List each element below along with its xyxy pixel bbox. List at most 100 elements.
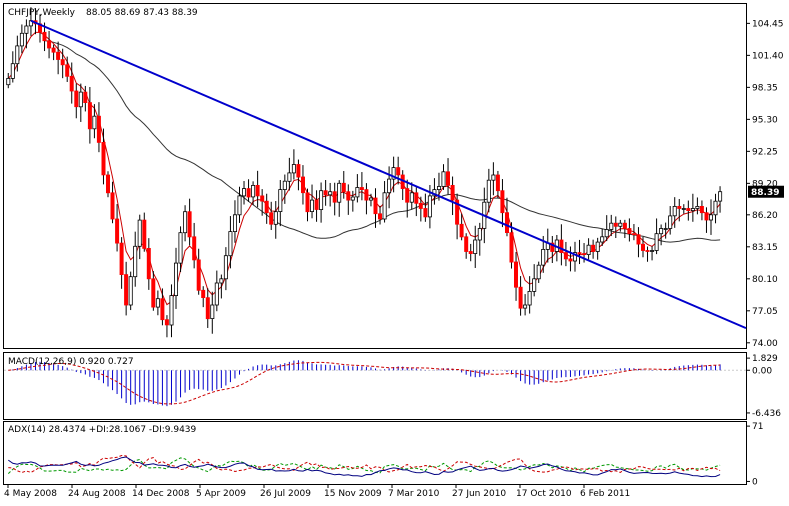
candle: [273, 201, 278, 239]
candle: [355, 174, 360, 203]
candle-body-up: [586, 244, 591, 255]
candle-body-up: [237, 195, 242, 216]
candle: [663, 222, 668, 239]
price-tick-label: 74.00: [752, 339, 778, 349]
candle-body-up: [6, 78, 11, 86]
candle: [391, 156, 396, 193]
adx-tick-label: 0: [752, 477, 758, 487]
candle: [142, 212, 147, 252]
candle: [164, 315, 169, 338]
candle: [445, 158, 450, 195]
price-tick-label: 95.30: [752, 115, 778, 125]
candle: [536, 261, 541, 283]
candle-body-up: [291, 164, 296, 174]
candle: [255, 170, 260, 208]
candle-body-up: [19, 32, 24, 47]
candle-body-down: [627, 228, 632, 235]
candle: [563, 241, 568, 267]
candle-body-down: [582, 253, 587, 256]
candle: [260, 189, 265, 216]
candle-body-up: [523, 304, 528, 309]
candle: [323, 180, 328, 206]
candle-body-up: [251, 184, 256, 198]
candle-body-down: [414, 192, 419, 204]
candle-body-down: [187, 211, 192, 238]
candle: [278, 180, 283, 227]
candle-body-down: [704, 212, 709, 221]
candle-body-up: [223, 255, 228, 280]
adx-line: [8, 456, 721, 478]
candle: [477, 222, 482, 256]
candle: [713, 193, 718, 224]
candle: [672, 197, 677, 228]
candle: [47, 30, 52, 59]
candle: [350, 190, 355, 212]
candle: [251, 181, 256, 205]
candle: [618, 219, 623, 232]
candle-body-up: [573, 252, 578, 262]
candle-body-up: [15, 45, 20, 65]
candle: [169, 284, 174, 338]
candle: [56, 41, 61, 75]
candle: [473, 225, 478, 268]
candle: [459, 213, 464, 241]
ohlc-readout: 88.05 88.69 87.43 88.39: [86, 8, 198, 18]
candle: [6, 72, 11, 89]
candle: [699, 200, 704, 221]
candle-body-down: [201, 289, 206, 298]
candle: [695, 197, 700, 215]
candle-body-up: [368, 197, 373, 201]
candle: [527, 276, 532, 314]
candle: [219, 274, 224, 299]
candle: [223, 247, 228, 291]
candle: [309, 184, 314, 219]
candle: [573, 241, 578, 272]
candle-body-down: [205, 297, 210, 320]
candle-body-down: [192, 236, 197, 261]
candle-body-down: [563, 252, 568, 260]
candle: [228, 216, 233, 269]
candle: [10, 51, 15, 83]
candle-body-up: [604, 229, 609, 238]
candle: [210, 291, 215, 334]
candle: [500, 179, 505, 228]
price-tick-label: 77.05: [752, 307, 778, 317]
candle-body-up: [78, 91, 83, 108]
candle: [604, 215, 609, 242]
time-tick-label: 27 Jun 2010: [452, 489, 506, 499]
candle-body-up: [137, 219, 142, 247]
candle: [183, 205, 188, 242]
trendline: [30, 19, 747, 330]
candle: [464, 233, 469, 259]
time-tick-label: 5 Apr 2009: [196, 489, 246, 499]
candle: [373, 188, 378, 228]
macd-tick-label: 1.829: [752, 354, 778, 364]
candle: [486, 168, 491, 213]
candle: [709, 199, 714, 235]
candle: [282, 174, 287, 204]
candle-body-down: [101, 141, 106, 176]
candle-body-up: [650, 250, 655, 252]
candle: [455, 193, 460, 240]
minus-di-line: [8, 454, 721, 474]
candle-body-down: [260, 195, 265, 202]
candle: [119, 237, 124, 289]
time-tick-label: 15 Nov 2009: [324, 489, 382, 499]
candle-body-up: [282, 180, 287, 190]
candle: [423, 193, 428, 222]
candle: [550, 235, 555, 264]
candle: [87, 86, 92, 144]
candle-body-down: [500, 190, 505, 214]
candle-body-down: [119, 242, 124, 276]
time-tick-label: 26 Jul 2009: [260, 489, 311, 499]
candle: [591, 239, 596, 259]
candle: [627, 218, 632, 242]
candle: [305, 188, 310, 222]
candle-body-up: [278, 189, 283, 213]
macd-label: MACD(12,26,9) 0.920 0.727: [8, 357, 134, 367]
candle: [364, 183, 369, 215]
candle: [668, 206, 673, 235]
candle: [409, 182, 414, 210]
candle: [346, 184, 351, 215]
